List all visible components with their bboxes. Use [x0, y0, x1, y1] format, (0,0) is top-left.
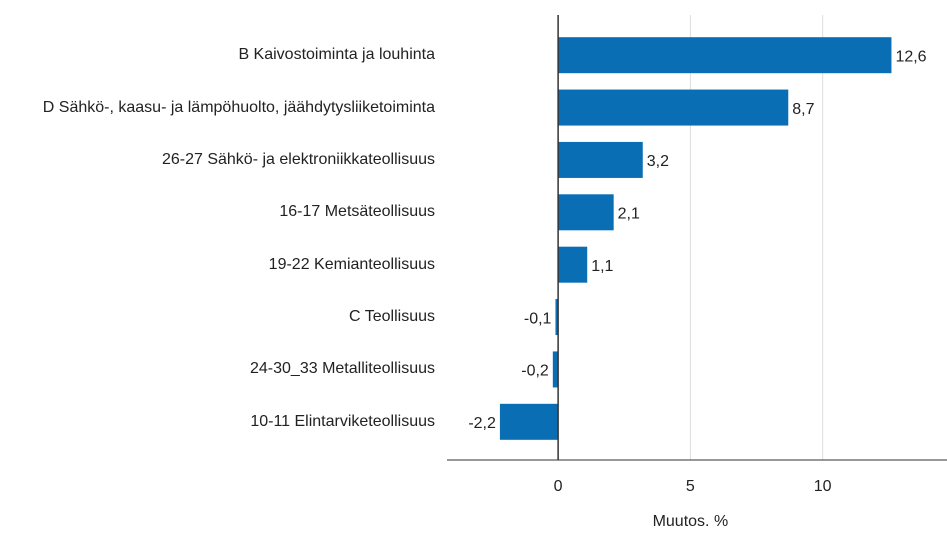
x-tick-label: 10 — [814, 478, 832, 495]
value-label: 2,1 — [618, 206, 640, 223]
category-label: C Teollisuus — [349, 308, 435, 326]
value-label: 3,2 — [647, 153, 669, 170]
category-label: 19-22 Kemianteollisuus — [268, 255, 435, 273]
bar — [558, 194, 614, 231]
value-label: 8,7 — [792, 101, 814, 118]
bar — [558, 37, 892, 74]
value-label: -2,2 — [468, 415, 496, 432]
bar — [558, 246, 588, 283]
value-label: -0,2 — [521, 363, 549, 380]
category-label: 24-30_33 Metalliteollisuus — [250, 360, 435, 378]
bar — [552, 351, 559, 388]
x-axis-label: Muutos. % — [653, 513, 729, 530]
value-label: -0,1 — [524, 310, 552, 327]
x-tick-label: 0 — [554, 478, 563, 495]
category-label: D Sähkö-, kaasu- ja lämpöhuolto, jäähdyt… — [42, 98, 435, 116]
value-label: 12,6 — [895, 48, 926, 65]
category-label: B Kaivostoiminta ja louhinta — [238, 46, 435, 64]
x-tick-label: 5 — [686, 478, 695, 495]
category-label: 16-17 Metsäteollisuus — [279, 203, 435, 221]
category-label: 26-27 Sähkö- ja elektroniikkateollisuus — [161, 150, 435, 168]
value-label: 1,1 — [591, 258, 613, 275]
bar — [558, 89, 789, 126]
bar — [499, 403, 559, 440]
bar — [558, 141, 643, 178]
bar — [555, 299, 559, 336]
category-label: 10-11 Elintarviketeollisuus — [250, 412, 435, 430]
